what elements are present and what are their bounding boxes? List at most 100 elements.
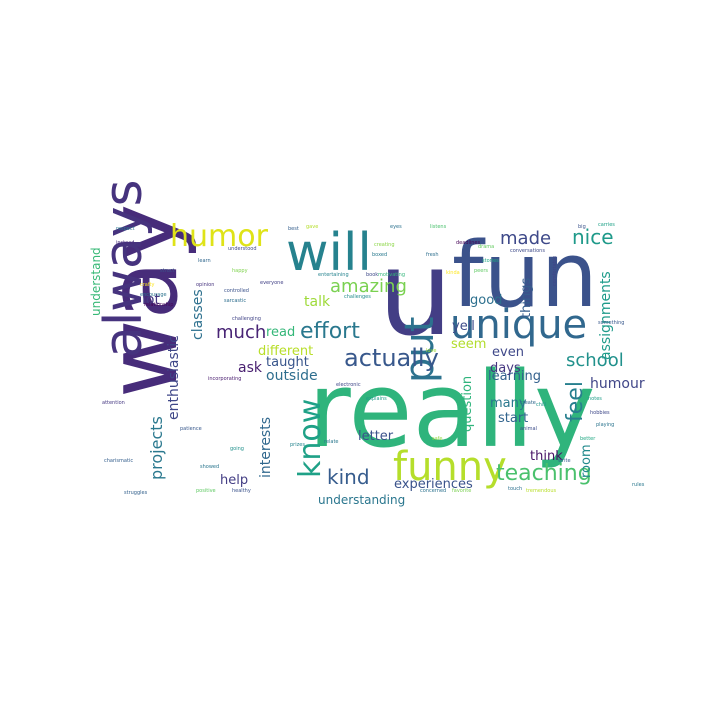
word-know: know	[293, 399, 328, 478]
word-think: think	[530, 449, 563, 464]
word-kind: kind	[327, 465, 370, 489]
word-struggles: struggles	[124, 490, 148, 496]
word-big: big	[578, 224, 586, 230]
word-write: write	[558, 458, 571, 464]
word-favorite: favorite	[452, 488, 471, 494]
word-something: something	[598, 320, 624, 326]
word-patience: patience	[180, 426, 202, 432]
word-tremendous: tremendous	[526, 488, 557, 494]
word-way: way	[87, 204, 199, 398]
word-encourage: encourage	[140, 292, 167, 298]
word-projects: projects	[147, 416, 166, 480]
word-attention: attention	[102, 400, 125, 406]
word-creating: creating	[374, 242, 395, 248]
word-happy: happy	[232, 268, 248, 274]
word-electronic: electronic	[336, 382, 361, 388]
word-relationship: relationship	[144, 302, 173, 308]
word-struct: struct	[160, 268, 175, 274]
word-safe: safe	[432, 436, 443, 442]
word-relate: relate	[324, 439, 339, 445]
word-listens: listens	[430, 224, 447, 230]
word-really: really	[308, 349, 596, 471]
word-book: book	[366, 272, 378, 278]
word-feel: feel	[563, 381, 588, 422]
word-school: school	[566, 350, 624, 371]
word-entertaining: entertaining	[318, 272, 349, 278]
word-understanding: understanding	[318, 493, 405, 507]
word-gave: gave	[306, 224, 318, 230]
word-positive: positive	[196, 488, 216, 494]
word-eyes: eyes	[390, 224, 402, 230]
word-fun: fun	[452, 223, 598, 328]
word-help: help	[220, 473, 248, 488]
word-funny: funny	[393, 444, 507, 490]
word-u: u	[378, 224, 453, 362]
word-question: question	[460, 376, 475, 432]
word-classes: classes	[190, 289, 206, 340]
word-sarcastic: sarcastic	[224, 298, 246, 304]
word-boxed: boxed	[372, 252, 387, 258]
word-things: things	[519, 278, 534, 318]
word-animal: animal	[520, 426, 537, 432]
word-going: going	[230, 446, 244, 452]
word-nice: nice	[572, 225, 614, 249]
word-best: best	[288, 226, 299, 232]
word-humor: humor	[170, 219, 269, 254]
word-yell: yell	[452, 319, 475, 334]
word-days: days	[490, 361, 521, 376]
word-carries: carries	[598, 222, 615, 228]
word-even: even	[492, 345, 524, 360]
word-ask: ask	[238, 360, 263, 376]
word-incorporating: incorporating	[208, 376, 241, 382]
word-stories: stories	[482, 258, 499, 264]
word-comfortable: comfortable	[552, 256, 558, 286]
word-motivating: motivating	[378, 272, 405, 278]
word-outside: outside	[266, 368, 318, 384]
word-put: put	[397, 317, 443, 383]
word-respect: respect	[116, 226, 135, 232]
word-amazing: amazing	[330, 276, 407, 297]
word-better: better	[580, 436, 596, 442]
word-will: will	[286, 223, 372, 283]
word-understand: understand	[89, 247, 103, 316]
word-good: good	[470, 293, 502, 308]
word-assignments: assignments	[598, 271, 614, 360]
word-kinda: kinda	[446, 270, 460, 276]
word-conversations: conversations	[510, 248, 545, 254]
word-learn: learn	[198, 258, 211, 264]
word-different: different	[258, 344, 313, 359]
word-made: made	[500, 228, 551, 249]
word-effort: effort	[300, 319, 360, 344]
word-many: many	[490, 396, 527, 411]
word-drama: drama	[478, 244, 494, 250]
word-fresh: fresh	[426, 252, 439, 258]
word-notes: notes	[588, 396, 602, 402]
word-concerned: concerned	[420, 488, 446, 494]
word-rules: rules	[632, 482, 645, 488]
word-create: create	[520, 400, 536, 406]
word-prizes: prizes	[290, 442, 305, 448]
word-understood: understood	[228, 246, 257, 252]
word-charismatic: charismatic	[104, 458, 133, 464]
word-peers: peers	[474, 268, 488, 274]
word-opinion: opinion	[196, 282, 214, 288]
word-healthy: healthy	[232, 488, 251, 494]
word-always: always	[94, 179, 154, 358]
word-read: read	[266, 325, 295, 340]
word-taught: taught	[266, 355, 309, 370]
word-touch: touch	[508, 486, 522, 492]
word-humour: humour	[590, 376, 645, 392]
word-teaching: teaching	[496, 461, 592, 486]
word-start: start	[498, 411, 528, 426]
word-talk: talk	[304, 294, 331, 310]
word-room: room	[579, 444, 594, 478]
word-explains: explains	[366, 396, 387, 402]
word-showed: showed	[200, 464, 219, 470]
word-playing: playing	[596, 422, 614, 428]
word-actually: actually	[344, 344, 439, 372]
word-letter: letter	[358, 429, 394, 444]
word-interests: interests	[258, 417, 274, 478]
word-enthusiastic: enthusiastic	[166, 335, 182, 420]
word-controlled: controlled	[224, 288, 249, 294]
word-hobbies: hobbies	[590, 410, 610, 416]
